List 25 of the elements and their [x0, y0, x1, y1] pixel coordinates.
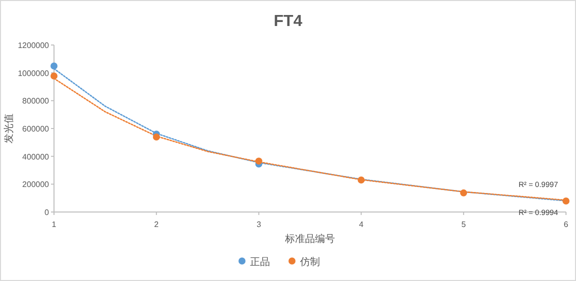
y-tick-label: 0: [44, 208, 50, 217]
legend-label: 正品: [250, 257, 270, 268]
point: [50, 62, 58, 70]
x-tick-label: 2: [154, 220, 160, 229]
y-tick-label: 1000000: [18, 68, 50, 78]
y-tick-label: 400000: [22, 152, 50, 162]
legend-label: 仿制: [299, 256, 320, 268]
point: [152, 133, 160, 140]
y-axis-title: 发光值: [3, 114, 15, 144]
chart-title: FT4: [274, 13, 302, 30]
x-tick-label: 4: [358, 220, 364, 229]
y-tick-label: 1200000: [18, 41, 50, 50]
point: [358, 176, 365, 184]
y-tick-label: 200000: [22, 180, 50, 190]
point: [562, 198, 570, 205]
x-tick-label: 3: [256, 220, 262, 229]
x-tick-label: 6: [564, 220, 569, 229]
point: [50, 72, 58, 80]
x-tick-label: 5: [461, 220, 466, 229]
y-tick-label: 800000: [22, 96, 50, 106]
x-axis-title: 标准品编号: [284, 233, 335, 245]
point: [255, 158, 262, 165]
y-tick-label: 600000: [22, 124, 50, 134]
x-tick-label: 1: [52, 220, 57, 229]
point: [460, 189, 468, 196]
